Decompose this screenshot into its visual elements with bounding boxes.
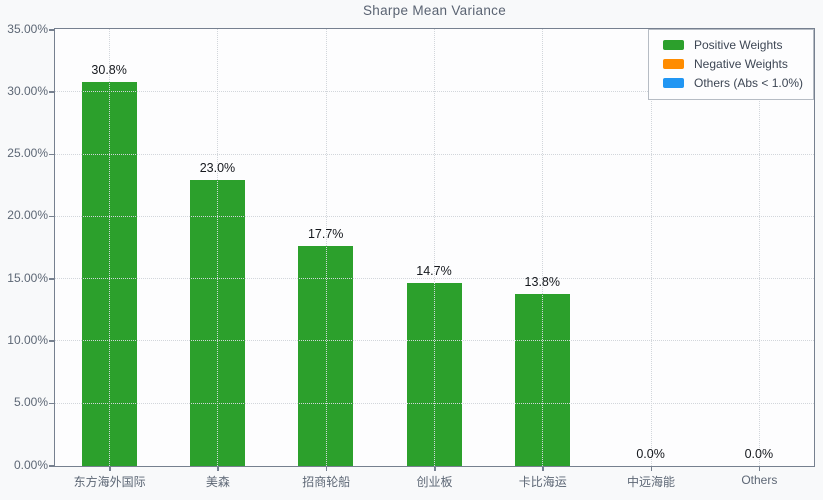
x-gridline <box>650 29 652 466</box>
chart-title: Sharpe Mean Variance <box>362 3 507 18</box>
bar-value-label: 23.0% <box>199 160 236 175</box>
x-tick-label-Others: Others <box>741 473 778 487</box>
x-tick-label-招商轮船: 招商轮船 <box>302 475 351 489</box>
x-gridline <box>325 29 327 466</box>
legend-entry: Positive Weights <box>663 38 807 52</box>
x-tick-label-美森: 美森 <box>205 475 230 489</box>
x-tick-label-卡比海运: 卡比海运 <box>518 475 567 489</box>
y-tick-mark <box>49 465 54 467</box>
grid-layer <box>55 29 814 466</box>
y-tick-mark <box>49 278 54 280</box>
y-tick-label: 0.00% <box>13 457 48 472</box>
y-tick-mark <box>49 402 54 405</box>
y-tick-mark <box>49 215 54 218</box>
x-tick-label-创业板: 创业板 <box>416 475 453 489</box>
x-tick-label-东方海外国际: 东方海外国际 <box>73 475 146 489</box>
bar-value-label: 14.7% <box>416 263 452 278</box>
x-gridline <box>217 29 219 466</box>
x-tick-mark <box>217 465 219 471</box>
x-gridline <box>758 29 760 466</box>
y-tick-label: 20.00% <box>7 208 48 223</box>
y-tick-label: 15.00% <box>7 270 48 285</box>
plot-area: 30.8% 23.0% 17.7% 14.7% 13.8% 0.0% 0.0% Positi… <box>54 28 815 467</box>
legend-label: Negative Weights <box>694 57 788 71</box>
x-tick-label-中远海能: 中远海能 <box>627 475 676 489</box>
bar-value-label: 13.8% <box>524 275 561 290</box>
x-tick-mark <box>542 465 544 471</box>
legend-swatch-icon <box>663 40 684 50</box>
legend-label: Positive Weights <box>694 38 783 52</box>
legend-swatch-icon <box>663 59 684 69</box>
y-tick-label: 10.00% <box>7 332 48 347</box>
x-tick-mark <box>434 465 436 471</box>
legend-swatch-icon <box>663 78 684 88</box>
bar-value-label: 0.0% <box>636 447 665 461</box>
legend-label: Others (Abs < 1.0%) <box>694 76 804 90</box>
value-labels-layer: 30.8% 23.0% 17.7% 14.7% 13.8% 0.0% 0.0% <box>55 29 814 466</box>
y-tick-mark <box>49 91 54 93</box>
legend-entry: Negative Weights <box>663 57 807 71</box>
y-tick-label: 30.00% <box>7 83 48 98</box>
x-tick-mark <box>758 465 761 471</box>
x-tick-mark <box>650 465 653 471</box>
bar-value-label: 30.8% <box>91 63 127 78</box>
y-tick-label: 35.00% <box>7 21 48 36</box>
legend: Positive Weights Negative Weights Others (… <box>648 29 814 100</box>
x-gridline <box>434 29 435 466</box>
y-tick-label: 25.00% <box>7 146 48 161</box>
x-gridline <box>542 29 544 466</box>
x-tick-mark <box>109 465 111 471</box>
x-gridline <box>109 29 111 466</box>
y-tick-mark <box>49 153 54 156</box>
y-tick-mark <box>49 340 54 342</box>
y-tick-label: 5.00% <box>13 395 48 410</box>
bar-value-label: 17.7% <box>307 226 344 241</box>
y-tick-mark <box>49 29 54 31</box>
legend-entry: Others (Abs < 1.0%) <box>663 76 807 90</box>
bar-value-label: 0.0% <box>744 447 774 461</box>
x-tick-mark <box>325 465 328 471</box>
